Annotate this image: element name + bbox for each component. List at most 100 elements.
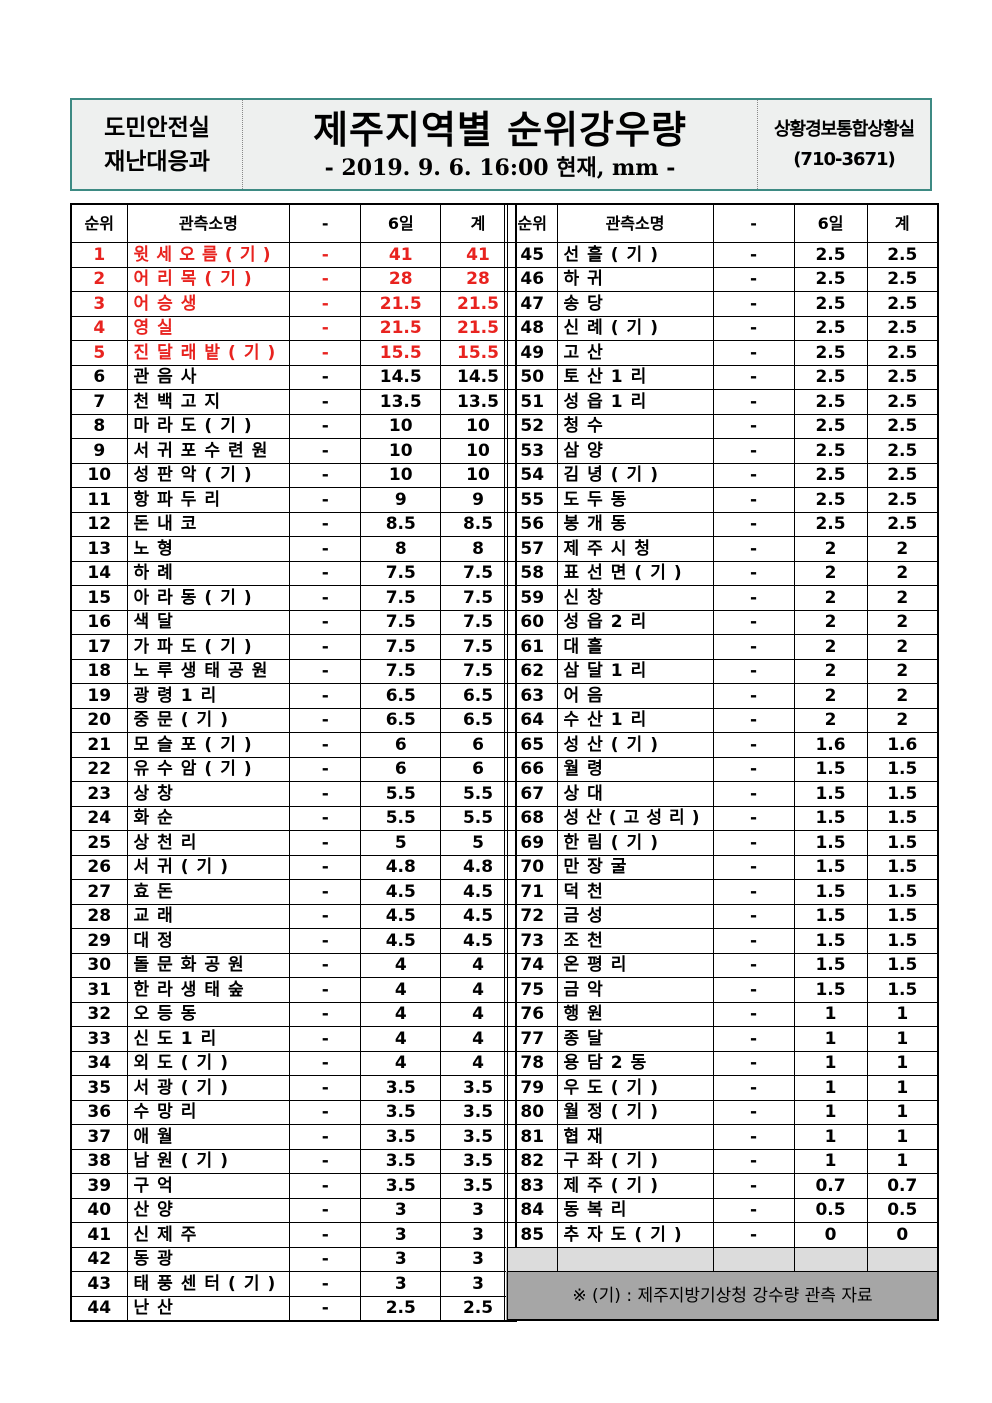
dash: - — [712, 1197, 795, 1223]
day6-value: 1.5 — [793, 781, 868, 807]
total-value: 1.5 — [866, 781, 939, 807]
station-name-text: 월정(기) — [563, 1102, 666, 1123]
dash: - — [289, 1295, 362, 1322]
dash: - — [289, 928, 362, 954]
total-value: 3.5 — [440, 1124, 517, 1150]
total-value: 2 — [866, 658, 939, 684]
station-name-text: 태풍센터(기) — [133, 1273, 284, 1294]
rank: 49 — [505, 340, 558, 366]
office-block: 상황경보통합상황실 (710-3671) — [758, 100, 930, 189]
rank: 11 — [70, 487, 128, 513]
station-name: 동광 — [126, 1246, 291, 1272]
station-name: 만장굴 — [556, 854, 714, 880]
rank: 29 — [70, 928, 128, 954]
table-row: 29 대정 -4.5 4.5 — [70, 928, 517, 954]
table-row: 32 오등동 -4 4 — [70, 1001, 517, 1027]
day6-value: 21.5 — [360, 315, 442, 341]
rank: 18 — [70, 658, 128, 684]
rank: 40 — [70, 1197, 128, 1223]
station-name: 천백고지 — [126, 389, 291, 415]
table-row: 77 종달 -1 1 — [505, 1026, 939, 1052]
table-row: 10 성판악(기) -10 10 — [70, 462, 517, 488]
station-name-text: 산양 — [133, 1200, 181, 1221]
rank: 38 — [70, 1148, 128, 1174]
dash: - — [712, 242, 795, 268]
day6-value: 4 — [360, 1050, 442, 1076]
table-row: 55 도두동 -2.5 2.5 — [505, 487, 939, 513]
total-value: 1 — [866, 1099, 939, 1125]
station-name-text: 수망리 — [133, 1102, 205, 1123]
total-value: 2.5 — [866, 462, 939, 488]
station-name: 상창 — [126, 781, 291, 807]
dash: - — [289, 658, 362, 684]
dash: - — [289, 364, 362, 390]
dash: - — [289, 1075, 362, 1101]
station-name-text: 모슬포(기) — [133, 734, 260, 755]
table-row: 69 한림(기) -1.5 1.5 — [505, 830, 939, 856]
total-value: 1.5 — [866, 952, 939, 978]
station-name-text: 도두동 — [563, 489, 635, 510]
station-name: 진달래밭(기) — [126, 340, 291, 366]
rank: 47 — [505, 291, 558, 317]
day6-value: 7.5 — [360, 609, 442, 635]
rank: 44 — [70, 1295, 128, 1322]
station-name-text: 대정 — [133, 930, 181, 951]
station-name-text: 화순 — [133, 808, 181, 829]
day6-value: 2.5 — [793, 315, 868, 341]
day6-value: 1.5 — [793, 903, 868, 929]
station-name: 월령 — [556, 756, 714, 782]
day6-value: 4.5 — [360, 879, 442, 905]
total-value: 1 — [866, 1148, 939, 1174]
table-row: 5 진달래밭(기) -15.5 15.5 — [70, 340, 517, 366]
table-row: 39 구억 -3.5 3.5 — [70, 1173, 517, 1199]
day6-value: 4 — [360, 952, 442, 978]
rank: 7 — [70, 389, 128, 415]
total-value: 6 — [440, 756, 517, 782]
total-value: 1.5 — [866, 830, 939, 856]
rank: 56 — [505, 511, 558, 537]
station-name-text: 천백고지 — [133, 391, 229, 412]
dash: - — [289, 1050, 362, 1076]
dash: - — [289, 707, 362, 733]
station-name-text: 삼양 — [563, 440, 611, 461]
total-value: 10 — [440, 438, 517, 464]
total-value: 3 — [440, 1246, 517, 1272]
total-value: 41 — [440, 242, 517, 268]
station-name-text: 돌문화공원 — [133, 955, 252, 976]
dash: - — [712, 1001, 795, 1027]
dash: - — [289, 854, 362, 880]
day6-value: 1 — [793, 1001, 868, 1027]
day6-value: 3 — [360, 1246, 442, 1272]
station-name: 추자도(기) — [556, 1222, 714, 1248]
day6-value: 2.5 — [793, 462, 868, 488]
total-value: 2 — [866, 707, 939, 733]
total-value: 2 — [866, 683, 939, 709]
day6-value: 2.5 — [793, 266, 868, 292]
dash: - — [712, 291, 795, 317]
rank: 82 — [505, 1148, 558, 1174]
dash: - — [712, 438, 795, 464]
station-name-text: 돈내코 — [133, 514, 205, 535]
table-row: 38 남원(기) -3.5 3.5 — [70, 1148, 517, 1174]
total-value: 7.5 — [440, 609, 517, 635]
total-value: 2 — [866, 634, 939, 660]
day6-value: 1 — [793, 1099, 868, 1125]
table-row: 60 성읍2리 -2 2 — [505, 609, 939, 635]
total-value: 2.5 — [866, 315, 939, 341]
station-name: 서귀(기) — [126, 854, 291, 880]
day6-value: 14.5 — [360, 364, 442, 390]
station-name: 하례 — [126, 560, 291, 586]
station-name: 광령1리 — [126, 683, 291, 709]
day6-value: 1.5 — [793, 805, 868, 831]
rank: 20 — [70, 707, 128, 733]
dash: - — [289, 903, 362, 929]
table-row: 31 한라생태숲 -4 4 — [70, 977, 517, 1003]
table-row: 83 제주(기) -0.7 0.7 — [505, 1173, 939, 1199]
day6-value: 3.5 — [360, 1075, 442, 1101]
rank: 73 — [505, 928, 558, 954]
dash: - — [712, 805, 795, 831]
station-name: 제주(기) — [556, 1173, 714, 1199]
dash: - — [289, 438, 362, 464]
dash: - — [712, 830, 795, 856]
table-row: 63 어음 -2 2 — [505, 683, 939, 709]
